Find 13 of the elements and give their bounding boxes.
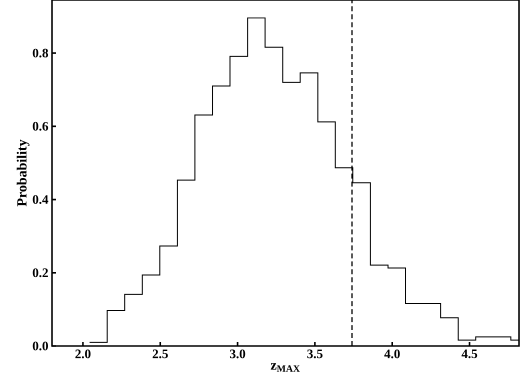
- x-axis-title: z$_{MAX}$: [270, 363, 300, 372]
- x-tick-label: 2.5: [152, 350, 168, 358]
- y-axis-title: Probability: [16, 140, 30, 206]
- y-tick-label: 0.0: [32, 342, 48, 350]
- y-tick-label: 0.6: [32, 122, 48, 131]
- x-tick-label: 4.0: [384, 350, 400, 358]
- y-tick-label: 0.8: [32, 48, 48, 58]
- x-tick-label: 2.0: [75, 350, 91, 358]
- x-tick-label: 4.5: [462, 350, 478, 358]
- x-tick-label: 3.0: [230, 350, 246, 358]
- x-tick-label: 3.5: [307, 350, 323, 358]
- y-tick-label: 0.2: [32, 268, 48, 278]
- y-tick-label: 0.4: [32, 195, 48, 204]
